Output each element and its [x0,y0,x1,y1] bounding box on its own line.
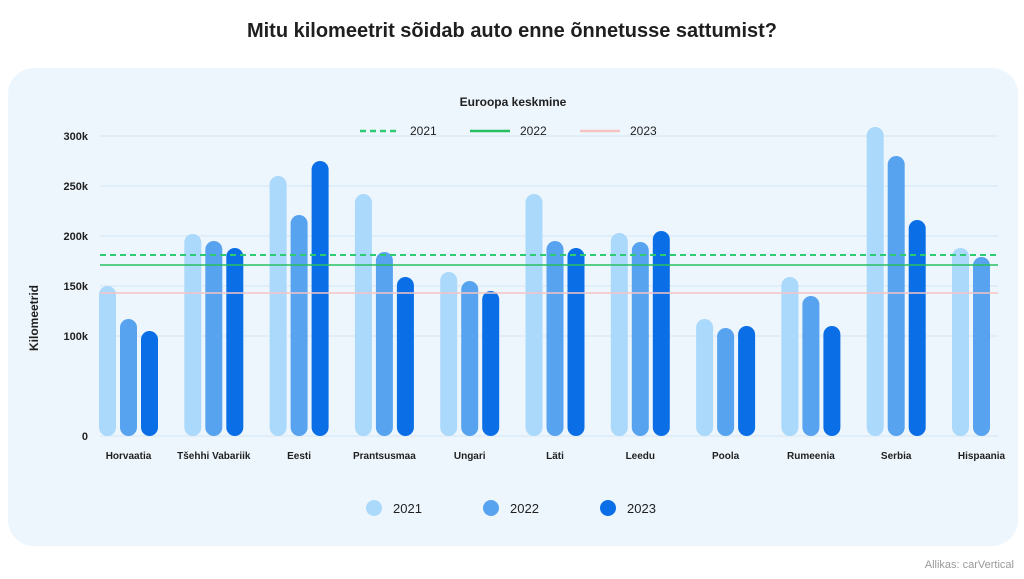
legend-swatch-2021 [366,500,382,516]
y-axis-ticks: 0 100k 150k 200k 250k 300k [64,131,89,443]
bar-2021 [184,234,202,436]
reference-legend-label: 2022 [520,124,547,138]
page-title: Mitu kilomeetrit sõidab auto enne õnnetu… [246,20,778,42]
legend-label: 2022 [510,501,539,516]
y-tick-label: 200k [64,231,89,243]
bar-2021 [269,176,287,436]
x-tick-label: Hispaania [958,451,1006,462]
y-tick-label: 100k [64,331,89,343]
bar-2023 [226,248,244,436]
bar-2023 [738,326,756,436]
bar-chart: Euroopa keskmine 2021 2022 2023 0 100k 150k 2… [27,95,1006,516]
bar-2022 [802,296,820,436]
source-note: Allikas: carVertical [924,559,1014,571]
bar-2021 [781,277,799,436]
x-tick-label: Prantsusmaa [353,451,416,462]
reference-legend-label: 2021 [410,124,437,138]
x-tick-label: Horvaatia [106,451,152,462]
reference-lines-title: Euroopa keskmine [460,95,567,109]
chart-card: Euroopa keskmine 2021 2022 2023 0 100k 150k 2… [8,68,1018,546]
bar-2023 [908,220,926,436]
bar-2023 [396,277,414,436]
bar-2022 [631,242,649,436]
x-tick-label: Rumeenia [787,451,835,462]
legend-label: 2021 [393,501,422,516]
bars [99,127,990,436]
bar-2023 [311,161,329,436]
bar-2023 [567,248,585,436]
y-axis-label: Kilomeetrid [27,285,41,351]
bar-2021 [696,319,714,436]
bar-2022 [887,156,905,436]
bar-2022 [120,319,137,436]
x-tick-label: Poola [712,451,740,462]
bar-2021 [354,194,372,436]
x-tick-label: Tšehhi Vabariik [177,451,251,462]
reference-legend: 2021 2022 2023 [360,124,657,138]
bar-2022 [717,328,735,436]
x-tick-label: Serbia [881,451,912,462]
legend-swatch-2022 [483,500,499,516]
x-tick-label: Ungari [454,451,486,462]
bar-2023 [141,331,158,436]
bar-2023 [482,291,500,436]
bar-2022 [973,257,990,436]
legend-swatch-2023 [600,500,616,516]
series-legend: 2021 2022 2023 [366,500,656,516]
bar-2021 [99,286,116,436]
bar-2022 [461,281,479,436]
bar-2022 [546,241,564,436]
bar-2021 [525,194,543,436]
reference-lines [100,254,998,294]
x-tick-label: Leedu [626,451,655,462]
x-axis-labels: Horvaatia Tšehhi Vabariik Eesti Prantsusmaa… [106,451,1006,462]
bar-2023 [823,326,841,436]
bar-2021 [440,272,458,436]
x-tick-label: Läti [546,451,564,462]
bar-2022 [375,252,393,436]
legend-label: 2023 [627,501,656,516]
y-tick-label: 0 [82,431,88,443]
y-tick-label: 250k [64,181,89,193]
y-tick-label: 150k [64,281,89,293]
bar-2021 [610,233,628,436]
y-tick-label: 300k [64,131,89,143]
bar-2021 [866,127,884,436]
reference-legend-label: 2023 [630,124,657,138]
bar-2023 [652,231,670,436]
bar-2021 [952,248,969,436]
bar-2022 [205,241,223,436]
bar-2022 [290,215,308,436]
x-tick-label: Eesti [287,451,311,462]
